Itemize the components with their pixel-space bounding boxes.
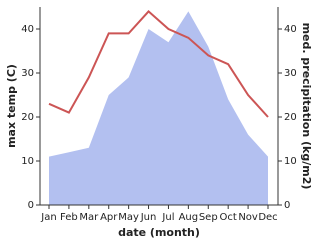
- x-tick-label: Jan: [40, 212, 56, 223]
- y2-tick-label: 10: [284, 156, 297, 167]
- x-axis-label: date (month): [118, 226, 200, 239]
- precip-area: [49, 11, 268, 206]
- y-tick-label: 10: [21, 156, 34, 167]
- x-tick-label: Oct: [220, 212, 237, 223]
- y-tick-label: 0: [28, 200, 34, 211]
- x-tick-label: Sep: [199, 212, 218, 223]
- x-tick-label: Feb: [60, 212, 78, 223]
- y2-tick-label: 40: [284, 24, 297, 35]
- y-tick-label: 30: [21, 68, 34, 79]
- y2-axis-label: med. precipitation (kg/m2): [300, 23, 313, 190]
- y2-tick-label: 0: [284, 200, 290, 211]
- x-tick-label: Jul: [161, 212, 174, 223]
- x-tick-label: Jun: [140, 212, 157, 223]
- y-axis-label: max temp (C): [5, 64, 18, 148]
- y-tick-label: 40: [21, 24, 34, 35]
- temp-line: [48, 9, 269, 118]
- x-tick-label: Nov: [238, 212, 258, 223]
- x-tick-label: Aug: [179, 212, 199, 223]
- y2-tick-label: 20: [284, 112, 297, 123]
- x-tick-label: Dec: [258, 212, 277, 223]
- y2-tick-label: 30: [284, 68, 297, 79]
- x-tick-label: Apr: [100, 212, 118, 223]
- x-tick-label: Mar: [79, 212, 99, 223]
- x-tick-label: May: [118, 212, 139, 223]
- y-tick-label: 20: [21, 112, 34, 123]
